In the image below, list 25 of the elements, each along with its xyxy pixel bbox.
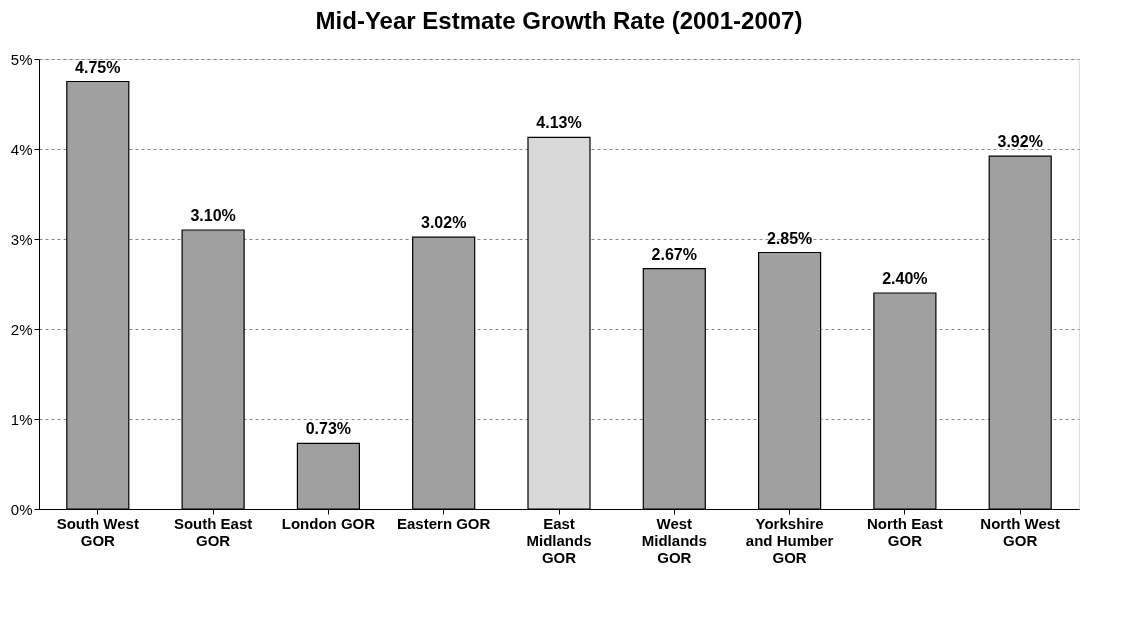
x-tick-label: South West GOR <box>56 514 139 549</box>
data-label: 4.75% <box>75 58 121 76</box>
data-label: 4.13% <box>536 114 582 132</box>
x-tick-label: South East GOR <box>173 514 253 549</box>
x-tick-label: Eastern GOR <box>397 514 491 532</box>
y-tick-label: 1% <box>10 410 33 428</box>
x-tick-label: North West GOR <box>980 514 1061 549</box>
y-tick-label: 3% <box>10 230 33 248</box>
data-label: 0.73% <box>305 420 352 438</box>
data-label: 2.40% <box>882 270 928 287</box>
x-tick-label: West Midlands GOR <box>641 514 707 566</box>
data-label: 2.67% <box>651 245 697 263</box>
data-label: 3.92% <box>997 133 1043 151</box>
x-tick-label: Yorkshire and Humber GOR <box>745 514 834 566</box>
data-label: 2.85% <box>766 229 813 247</box>
x-tick-label: East Midlands GOR <box>526 514 592 566</box>
chart-title: Mid-Year Estmate Growth Rate (2001-2007) <box>315 7 803 34</box>
data-label: 3.10% <box>190 207 236 224</box>
y-tick-label: 2% <box>10 320 33 338</box>
y-tick-label: 4% <box>10 140 33 158</box>
x-tick-label: North East GOR <box>866 514 943 549</box>
data-label: 3.02% <box>421 214 467 232</box>
y-tick-label: 0% <box>10 500 33 518</box>
x-tick-label: London GOR <box>281 514 376 532</box>
y-tick-label: 5% <box>10 50 33 68</box>
